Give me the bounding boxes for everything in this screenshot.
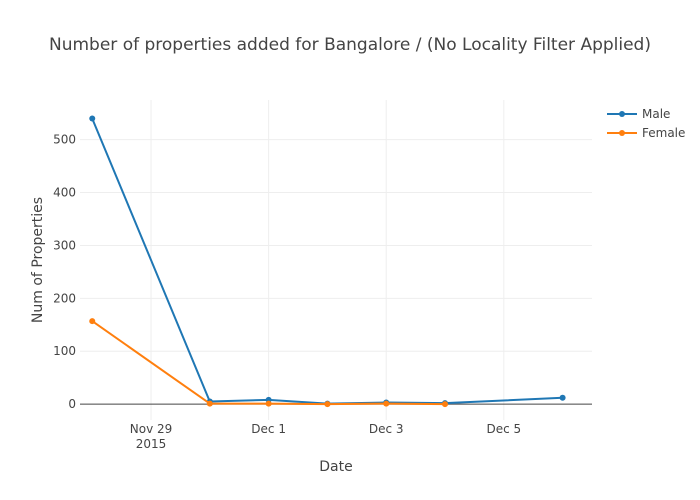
y-tick-label: 500 — [53, 133, 76, 147]
legend[interactable]: Male Female — [607, 107, 685, 140]
x-tick-label: Dec 3 — [369, 422, 404, 436]
chart-title: Number of properties added for Bangalore… — [49, 35, 651, 55]
x-tick-label: Dec 5 — [486, 422, 521, 436]
y-axis-title: Num of Properties — [30, 197, 46, 323]
data-point-female[interactable] — [89, 318, 96, 325]
x-tick-sublabel: 2015 — [136, 437, 167, 451]
y-tick-label: 300 — [53, 238, 76, 252]
series-line-male — [91, 118, 563, 405]
series-male — [89, 115, 566, 407]
x-axis-title: Date — [319, 459, 352, 475]
data-point-male[interactable] — [559, 394, 566, 401]
data-point-male[interactable] — [89, 115, 96, 122]
series-layer — [89, 115, 566, 408]
data-point-female[interactable] — [442, 401, 449, 408]
legend-swatch-marker — [619, 130, 625, 136]
x-tick-label: Dec 1 — [251, 422, 286, 436]
y-tick-label: 400 — [53, 186, 76, 200]
legend-item-female[interactable]: Female — [607, 126, 685, 140]
data-point-female[interactable] — [206, 400, 213, 407]
series-female — [89, 318, 449, 408]
y-axis-ticks: 0 100 200 300 400 500 — [53, 133, 76, 411]
legend-swatch-marker — [619, 111, 625, 117]
grid — [80, 100, 592, 420]
legend-item-male[interactable]: Male — [607, 107, 670, 121]
y-tick-label: 0 — [68, 397, 76, 411]
data-point-female[interactable] — [383, 400, 390, 407]
legend-label: Female — [642, 126, 685, 140]
data-point-female[interactable] — [265, 400, 272, 407]
y-tick-label: 100 — [53, 344, 76, 358]
data-point-female[interactable] — [324, 401, 331, 408]
y-tick-label: 200 — [53, 291, 76, 305]
legend-label: Male — [642, 107, 670, 121]
series-line-female — [91, 320, 446, 406]
x-tick-label: Nov 29 — [130, 422, 173, 436]
